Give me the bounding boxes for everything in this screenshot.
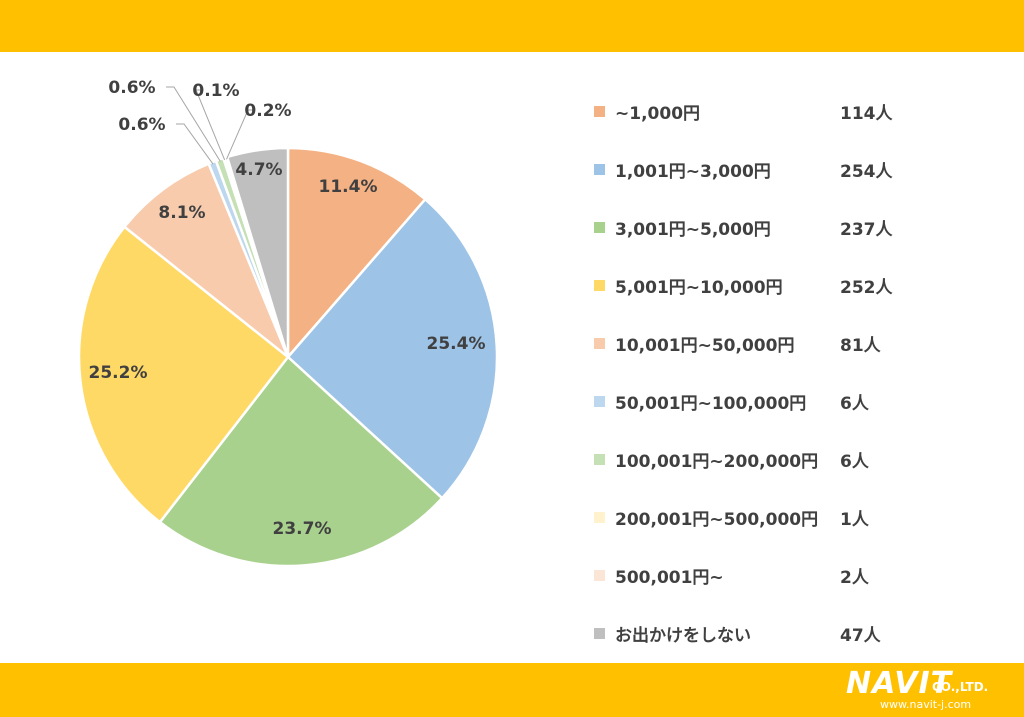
- legend-count: 47人: [840, 625, 881, 646]
- slice-percent-label: 4.7%: [235, 160, 282, 180]
- pie-slice: [286, 197, 499, 500]
- legend-label: 5,001円~10,000円: [615, 277, 783, 298]
- legend-label: 200,001円~500,000円: [615, 509, 819, 530]
- legend-label: 50,001円~100,000円: [615, 393, 807, 414]
- legend-label: 1,001円~3,000円: [615, 161, 771, 182]
- legend-swatch: [594, 511, 605, 523]
- legend-label: 100,001円~200,000円: [615, 451, 819, 472]
- logo-url: www.navit-j.com: [880, 698, 972, 711]
- top-band: [0, 0, 1024, 52]
- legend-count: 254人: [840, 161, 893, 182]
- legend-item: 3,001円~5,000円 237人: [594, 198, 994, 256]
- legend-swatch: [594, 569, 605, 581]
- legend-count: 81人: [840, 335, 881, 356]
- leader-line: [166, 86, 221, 162]
- logo-text: NAVIT: [846, 666, 953, 701]
- legend-item: 10,001円~50,000円 81人: [594, 314, 994, 372]
- legend-item: 1,001円~3,000円 254人: [594, 140, 994, 198]
- leader-line: [195, 89, 226, 161]
- bottom-band: [0, 663, 1024, 717]
- legend-item: 50,001円~100,000円 6人: [594, 372, 994, 430]
- legend-item: 100,001円~200,000円 6人: [594, 430, 994, 488]
- legend-item: 200,001円~500,000円 1人: [594, 488, 994, 546]
- legend-count: 1人: [840, 509, 869, 530]
- legend: ~1,000円 114人 1,001円~3,000円 254人 3,001円~5,000…: [594, 82, 994, 662]
- legend-swatch: [594, 163, 605, 175]
- pie-slice: [122, 162, 291, 361]
- pie-slice: [286, 146, 427, 361]
- legend-item: 5,001円~10,000円 252人: [594, 256, 994, 314]
- company-logo: NAVIT CO.,LTD. www.navit-j.com: [846, 666, 1016, 714]
- slice-percent-label: 8.1%: [158, 203, 205, 223]
- leader-line: [226, 109, 254, 160]
- slice-percent-label: 0.6%: [108, 78, 155, 98]
- legend-count: 6人: [840, 451, 869, 472]
- slice-percent-label: 25.2%: [89, 363, 148, 383]
- legend-count: 252人: [840, 277, 893, 298]
- legend-swatch: [594, 337, 605, 349]
- legend-item: ~1,000円 114人: [594, 82, 994, 140]
- legend-swatch: [594, 221, 605, 233]
- legend-item: 500,001円~ 2人: [594, 546, 994, 604]
- slice-percent-label: 0.2%: [244, 101, 291, 121]
- legend-item: お出かけをしない 47人: [594, 604, 994, 662]
- legend-label: 3,001円~5,000円: [615, 219, 771, 240]
- legend-count: 2人: [840, 567, 869, 588]
- legend-label: ~1,000円: [615, 103, 701, 124]
- legend-count: 6人: [840, 393, 869, 414]
- slice-percent-label: 0.1%: [192, 81, 239, 101]
- legend-swatch: [594, 105, 605, 117]
- legend-label: 500,001円~: [615, 567, 724, 588]
- logo-company-suffix: CO.,LTD.: [932, 680, 989, 694]
- legend-swatch: [594, 279, 605, 291]
- legend-swatch: [594, 627, 605, 639]
- leader-line: [176, 123, 214, 165]
- legend-label: お出かけをしない: [615, 625, 751, 646]
- legend-swatch: [594, 395, 605, 407]
- slice-percent-label: 11.4%: [319, 177, 378, 197]
- pie-slice: [77, 225, 290, 524]
- legend-count: 114人: [840, 103, 893, 124]
- slice-percent-label: 23.7%: [273, 519, 332, 539]
- slice-percent-label: 0.6%: [118, 115, 165, 135]
- legend-label: 10,001円~50,000円: [615, 335, 795, 356]
- legend-count: 237人: [840, 219, 893, 240]
- legend-swatch: [594, 453, 605, 465]
- pie-chart: 11.4% 25.4% 23.7% 25.2% 8.1% 0.6% 0.6% 0.1%0.2%…: [77, 78, 499, 568]
- pie-slice: [158, 355, 444, 568]
- slice-percent-label: 25.4%: [427, 334, 486, 354]
